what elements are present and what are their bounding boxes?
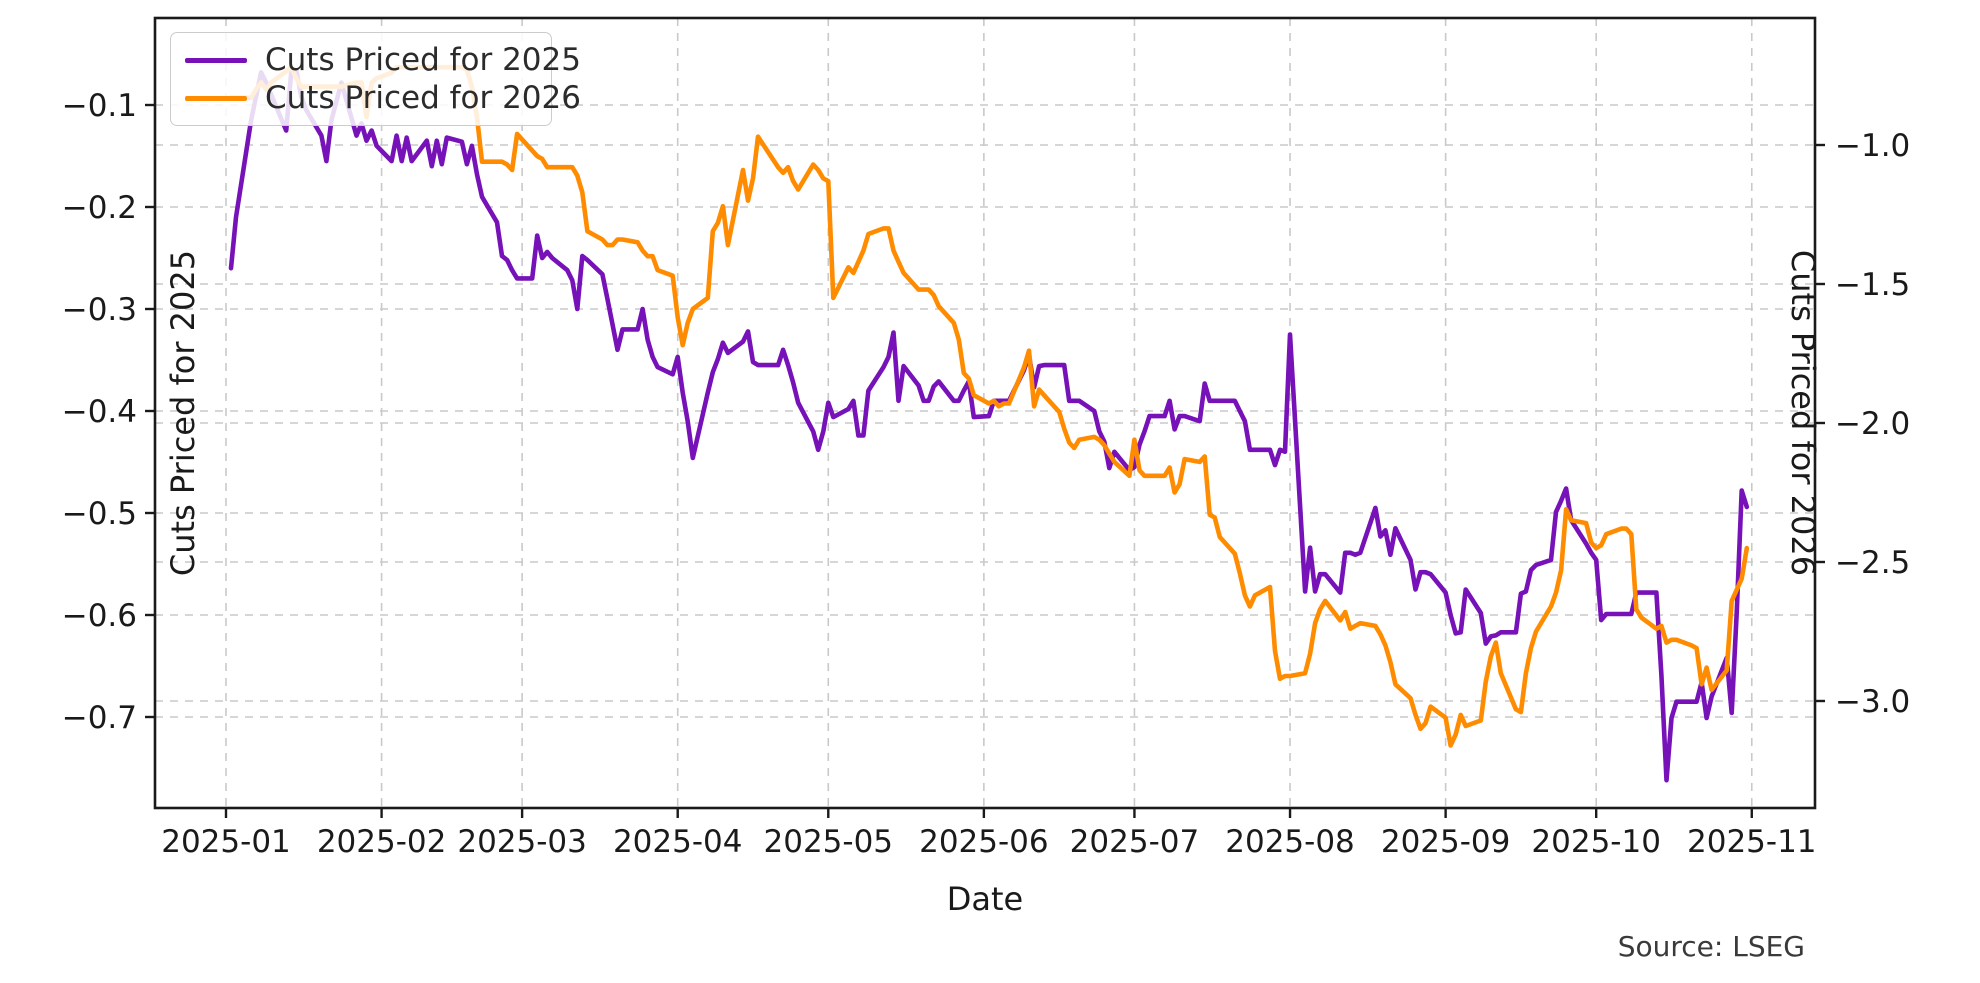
svg-text:2025-03: 2025-03 <box>457 824 587 860</box>
svg-text:−0.7: −0.7 <box>62 700 137 736</box>
svg-text:−0.1: −0.1 <box>62 88 137 124</box>
svg-text:−0.5: −0.5 <box>62 496 137 532</box>
svg-text:2025-09: 2025-09 <box>1381 824 1511 860</box>
svg-text:2025-02: 2025-02 <box>317 824 447 860</box>
svg-text:2025-07: 2025-07 <box>1070 824 1200 860</box>
legend-item: Cuts Priced for 2026 <box>185 79 581 117</box>
svg-text:2025-11: 2025-11 <box>1687 824 1817 860</box>
svg-text:2025-10: 2025-10 <box>1531 824 1661 860</box>
legend-swatch-2026 <box>185 95 247 101</box>
svg-text:−0.4: −0.4 <box>62 394 137 430</box>
svg-text:−0.6: −0.6 <box>62 598 137 634</box>
svg-text:2025-01: 2025-01 <box>161 824 291 860</box>
legend-item: Cuts Priced for 2025 <box>185 41 581 79</box>
svg-text:−2.0: −2.0 <box>1835 406 1910 442</box>
x-axis-label: Date <box>946 880 1024 918</box>
svg-text:2025-08: 2025-08 <box>1225 824 1355 860</box>
svg-text:−3.0: −3.0 <box>1835 684 1910 720</box>
svg-text:2025-06: 2025-06 <box>919 824 1049 860</box>
svg-text:−1.0: −1.0 <box>1835 128 1910 164</box>
svg-text:−0.2: −0.2 <box>62 190 137 226</box>
svg-text:−2.5: −2.5 <box>1835 545 1910 581</box>
legend-label-2026: Cuts Priced for 2026 <box>265 79 581 116</box>
y-axis-label-left: Cuts Priced for 2025 <box>164 249 203 577</box>
svg-text:−0.3: −0.3 <box>62 292 137 328</box>
legend: Cuts Priced for 2025 Cuts Priced for 202… <box>170 32 581 126</box>
svg-text:2025-04: 2025-04 <box>613 824 743 860</box>
legend-swatch-2025 <box>185 57 247 63</box>
source-note: Source: LSEG <box>1617 930 1805 963</box>
svg-text:2025-05: 2025-05 <box>764 824 894 860</box>
svg-text:−1.5: −1.5 <box>1835 267 1910 303</box>
legend-label-2025: Cuts Priced for 2025 <box>265 41 581 78</box>
y-axis-label-right: Cuts Priced for 2026 <box>1783 249 1822 577</box>
